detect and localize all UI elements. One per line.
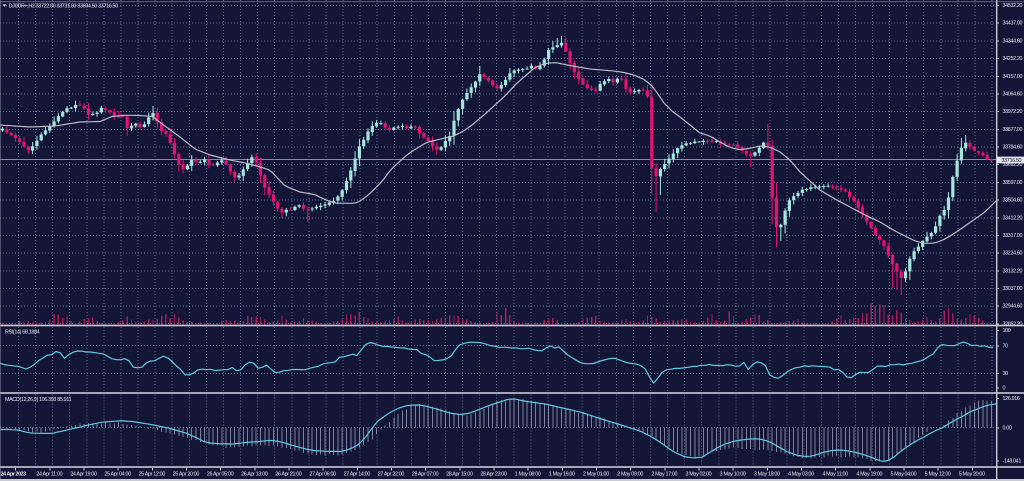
svg-text:24 Apr 19:00: 24 Apr 19:00 — [70, 472, 97, 478]
svg-text:33504.60: 33504.60 — [1003, 198, 1023, 204]
svg-text:24 Apr 11:00: 24 Apr 11:00 — [36, 472, 62, 478]
svg-text:28 Apr 15:00: 28 Apr 15:00 — [446, 472, 473, 478]
svg-text:33692.20: 33692.20 — [1003, 162, 1023, 168]
svg-text:33317.00: 33317.00 — [1003, 233, 1023, 239]
svg-text:33972.20: 33972.20 — [1003, 109, 1023, 115]
svg-text:25 Apr 20:00: 25 Apr 20:00 — [173, 472, 200, 478]
svg-text:34344.60: 34344.60 — [1003, 38, 1023, 44]
svg-text:34532.20: 34532.20 — [1003, 3, 1023, 9]
svg-text:34252.20: 34252.20 — [1003, 56, 1023, 62]
svg-text:4 May 03:00: 4 May 03:00 — [788, 472, 814, 478]
svg-text:3 May 18:00: 3 May 18:00 — [754, 472, 780, 478]
svg-text:RSI(14) 68.1884: RSI(14) 68.1884 — [5, 330, 40, 336]
svg-text:33224.60: 33224.60 — [1003, 251, 1023, 257]
svg-text:3 May 02:00: 3 May 02:00 — [685, 472, 711, 478]
svg-text:28 Apr 07:00: 28 Apr 07:00 — [412, 472, 439, 478]
svg-text:24 Apr 2023: 24 Apr 2023 — [1, 472, 27, 478]
svg-text:32944.60: 32944.60 — [1003, 304, 1023, 310]
svg-text:DJI30R+,H2 33722.00 33731.00 3: DJI30R+,H2 33722.00 33731.00 33694.50 33… — [9, 4, 119, 10]
svg-text:26 Apr 05:00: 26 Apr 05:00 — [207, 472, 234, 478]
svg-text:100: 100 — [1003, 328, 1011, 334]
svg-text:5 May 04:00: 5 May 04:00 — [890, 472, 916, 478]
svg-text:33037.00: 33037.00 — [1003, 286, 1023, 292]
svg-text:33877.00: 33877.00 — [1003, 127, 1023, 133]
svg-text:33132.20: 33132.20 — [1003, 268, 1023, 274]
svg-text:34437.00: 34437.00 — [1003, 21, 1023, 27]
svg-text:2 May 01:00: 2 May 01:00 — [583, 472, 609, 478]
svg-text:27 Apr 22:00: 27 Apr 22:00 — [378, 472, 405, 478]
svg-text:25 Apr 04:00: 25 Apr 04:00 — [104, 472, 131, 478]
svg-text:2 May 17:00: 2 May 17:00 — [651, 472, 677, 478]
svg-text:33716.50: 33716.50 — [1002, 158, 1022, 164]
svg-text:25 Apr 12:00: 25 Apr 12:00 — [139, 472, 166, 478]
svg-text:126.916: 126.916 — [1003, 396, 1020, 402]
svg-text:0.00: 0.00 — [1003, 425, 1012, 431]
svg-text:28 Apr 23:00: 28 Apr 23:00 — [480, 472, 507, 478]
svg-text:1 May 16:00: 1 May 16:00 — [549, 472, 575, 478]
svg-text:-148.041: -148.041 — [1003, 459, 1022, 465]
svg-text:34064.60: 34064.60 — [1003, 92, 1023, 98]
svg-text:2 May 09:00: 2 May 09:00 — [617, 472, 643, 478]
svg-text:4 May 19:00: 4 May 19:00 — [856, 472, 882, 478]
svg-text:1 May 08:00: 1 May 08:00 — [515, 472, 541, 478]
svg-text:34157.00: 34157.00 — [1003, 74, 1023, 80]
svg-text:5 May 20:00: 5 May 20:00 — [959, 472, 985, 478]
svg-text:26 Apr 13:00: 26 Apr 13:00 — [241, 472, 268, 478]
svg-text:27 Apr 14:00: 27 Apr 14:00 — [344, 472, 371, 478]
svg-text:26 Apr 21:00: 26 Apr 21:00 — [275, 472, 302, 478]
svg-text:30: 30 — [1003, 371, 1009, 377]
svg-text:33784.60: 33784.60 — [1003, 145, 1023, 151]
svg-text:27 Apr 06:00: 27 Apr 06:00 — [309, 472, 336, 478]
svg-text:70: 70 — [1003, 343, 1009, 349]
svg-text:5 May 12:00: 5 May 12:00 — [925, 472, 951, 478]
svg-text:4 May 11:00: 4 May 11:00 — [822, 472, 848, 478]
svg-text:32852.20: 32852.20 — [1003, 321, 1023, 327]
svg-text:MACD(12,26,9) 106.393 85.911: MACD(12,26,9) 106.393 85.911 — [5, 397, 72, 403]
svg-text:3 May 10:00: 3 May 10:00 — [720, 472, 746, 478]
svg-text:0: 0 — [1003, 386, 1006, 392]
svg-text:33597.00: 33597.00 — [1003, 180, 1023, 186]
svg-text:33412.20: 33412.20 — [1003, 215, 1023, 221]
